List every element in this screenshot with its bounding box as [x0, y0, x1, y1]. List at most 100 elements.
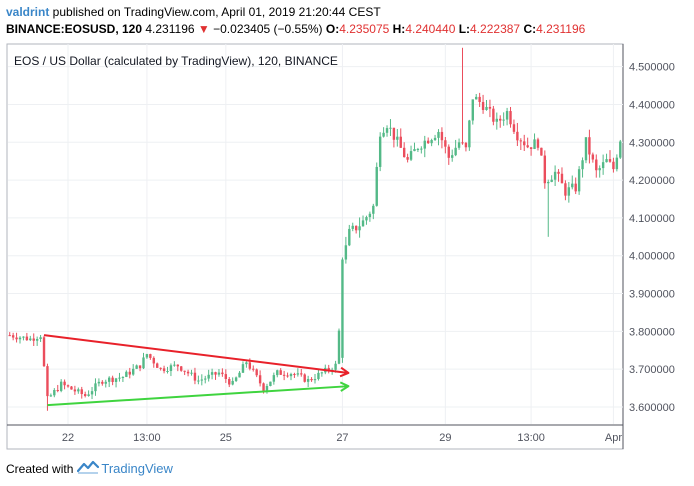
- candle-body: [22, 336, 25, 338]
- candle-body: [382, 132, 385, 137]
- candle-body: [25, 336, 29, 341]
- candle-body: [440, 131, 444, 141]
- candle-body: [152, 357, 155, 364]
- candle-body: [310, 378, 313, 381]
- candle-body: [608, 159, 612, 162]
- candle-body: [204, 378, 207, 380]
- candle-body: [121, 376, 125, 378]
- candle-body: [272, 375, 276, 382]
- time-tick-label: 27: [336, 432, 348, 444]
- candle-body: [526, 145, 529, 148]
- candle-body: [584, 137, 588, 161]
- candle-body: [516, 131, 519, 141]
- candle-body: [478, 96, 481, 103]
- candle-body: [32, 338, 35, 341]
- open-label: O:: [325, 22, 340, 36]
- candle-body: [279, 370, 282, 375]
- candle-body: [183, 370, 186, 372]
- author-name[interactable]: valdrint: [6, 5, 50, 19]
- candle-body: [344, 245, 348, 260]
- candle-body: [15, 337, 18, 340]
- time-axis-labels: 22 13:00 25 27 29 13:00 Apr: [62, 432, 622, 444]
- candle-body: [619, 141, 622, 158]
- candle-body: [457, 142, 461, 148]
- candle-body: [159, 367, 162, 369]
- open-value: 4.235075: [339, 22, 390, 36]
- candle-body: [341, 259, 344, 358]
- price-axis-labels: 4.500000 4.400000 4.300000 4.200000 4.100000…: [629, 62, 675, 414]
- candle-body: [577, 169, 581, 192]
- footer: Created with TradingView: [6, 460, 173, 477]
- candle-body: [269, 381, 272, 386]
- time-tick-label: 29: [439, 432, 451, 444]
- tradingview-link[interactable]: TradingView: [101, 461, 173, 476]
- candle-body: [451, 155, 454, 158]
- candle-body: [39, 337, 42, 339]
- candle-body: [420, 148, 423, 150]
- candle-body: [454, 147, 457, 156]
- candle-body: [300, 373, 303, 375]
- candle-body: [49, 395, 53, 397]
- candle-body: [464, 142, 468, 148]
- price-tick-label: 4.200000: [629, 175, 675, 187]
- last-price: 4.231196: [145, 22, 195, 36]
- candle-body: [334, 363, 337, 370]
- candle-body: [564, 183, 567, 196]
- candle-body: [468, 120, 471, 148]
- candle-body: [433, 137, 437, 141]
- trendline-upper-arrowhead: [339, 366, 350, 378]
- candle-body: [173, 364, 176, 366]
- candle-body: [385, 128, 389, 133]
- candle-body: [553, 171, 557, 180]
- trendline-upper: [43, 334, 349, 374]
- candle-body: [536, 139, 540, 148]
- candle-body: [492, 108, 495, 122]
- price-tick-label: 4.000000: [629, 251, 675, 263]
- candles-group: [8, 47, 622, 411]
- candle-body: [495, 118, 498, 122]
- candle-body: [543, 155, 547, 184]
- high-label: H:: [392, 22, 406, 36]
- symbol-label: BINANCE:EOSUSD, 120: [6, 22, 143, 36]
- candle-body: [8, 335, 11, 337]
- candle-body: [282, 374, 286, 376]
- candle-body: [406, 157, 409, 160]
- candle-body: [591, 154, 595, 160]
- candle-body: [138, 365, 142, 369]
- candle-body: [588, 137, 591, 155]
- candle-body: [519, 140, 523, 142]
- candle-body: [612, 161, 615, 170]
- candle-body: [423, 140, 426, 149]
- candle-body: [485, 106, 488, 110]
- candle-body: [533, 139, 536, 149]
- candle-body: [375, 166, 378, 206]
- candle-body: [70, 386, 73, 390]
- candle-body: [512, 124, 516, 132]
- close-label: C:: [523, 22, 537, 36]
- change-down-arrow-icon: ▼: [197, 22, 210, 36]
- candle-body: [87, 394, 90, 396]
- candle-body: [540, 147, 543, 156]
- price-tick-label: 4.100000: [629, 213, 675, 225]
- candle-body: [354, 225, 358, 231]
- price-tick-label: 4.300000: [629, 137, 675, 149]
- tradingview-logo-icon: [77, 460, 100, 477]
- candle-body: [471, 99, 474, 121]
- candle-body: [396, 136, 399, 140]
- candle-body: [313, 379, 317, 381]
- candle-body: [97, 381, 101, 384]
- time-tick-label: 13:00: [517, 432, 545, 444]
- candle-body: [118, 377, 121, 379]
- candle-body: [180, 366, 183, 371]
- candle-body: [461, 142, 464, 144]
- candle-body: [289, 374, 293, 377]
- candle-body: [200, 379, 204, 381]
- candle-body: [35, 338, 39, 341]
- candle-body: [248, 362, 252, 369]
- candle-body: [234, 377, 238, 381]
- candle-body: [142, 357, 145, 369]
- candle-body: [73, 389, 77, 392]
- candle-body: [90, 391, 94, 395]
- candle-body: [63, 381, 66, 386]
